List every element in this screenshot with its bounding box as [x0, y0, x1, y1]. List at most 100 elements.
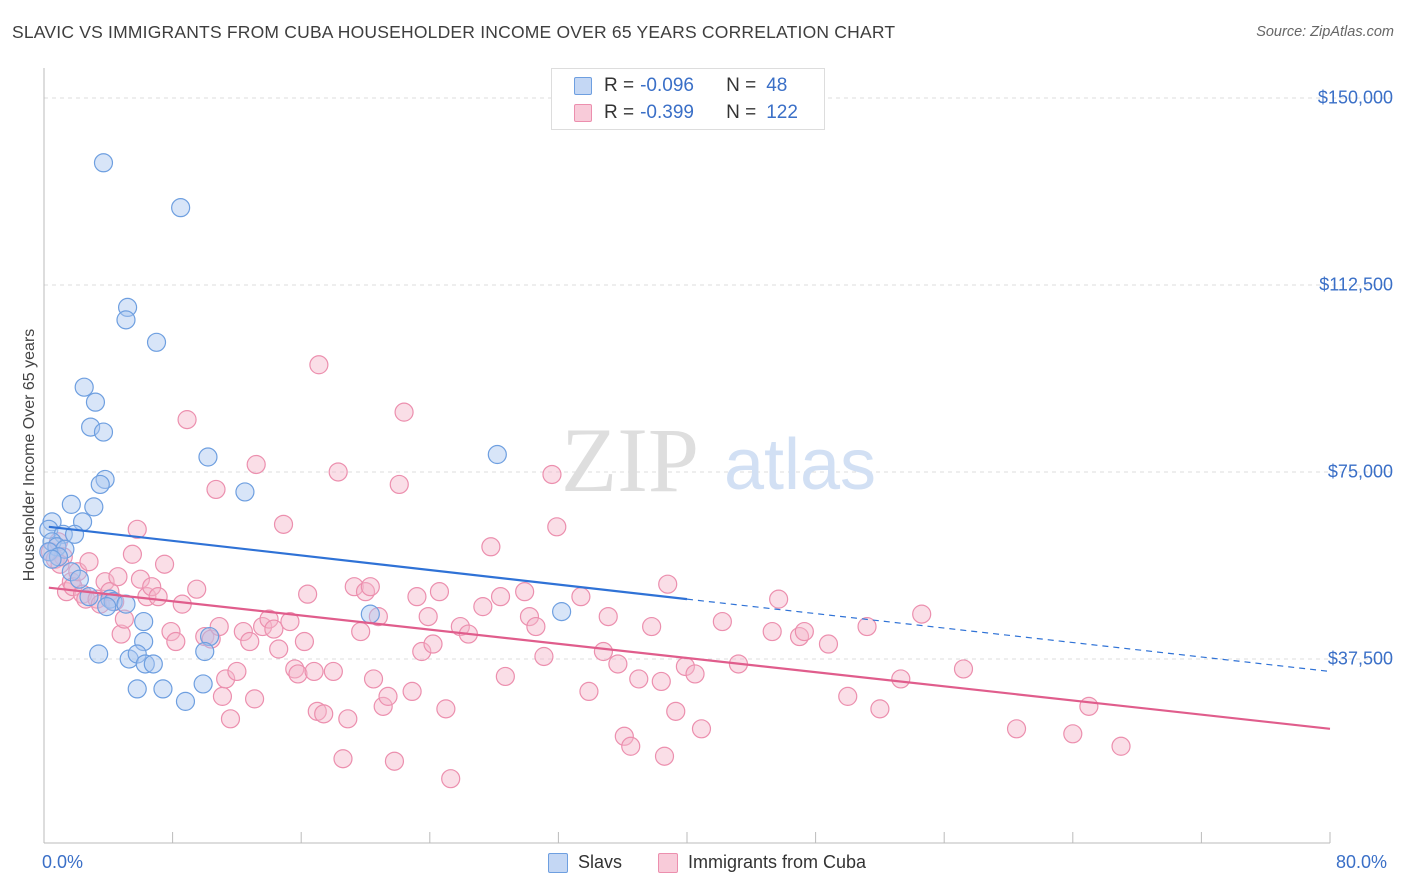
cuba-point: [304, 661, 324, 682]
cuba-point: [1006, 719, 1027, 739]
legend-n-value: 48: [766, 75, 788, 96]
cuba-point: [76, 589, 96, 609]
cuba-point: [264, 619, 284, 639]
cuba-point: [323, 661, 343, 682]
cuba-point: [953, 659, 974, 679]
cuba-point: [273, 514, 294, 534]
cuba-point: [269, 639, 289, 659]
y-tick-label: $112,500: [1319, 274, 1393, 295]
y-tick-label: $75,000: [1327, 461, 1393, 482]
legend-r-label: R =: [604, 102, 635, 123]
cuba-point: [838, 686, 858, 706]
slavs-point: [39, 519, 59, 539]
slavs-point: [84, 497, 104, 517]
cuba-point: [108, 567, 128, 587]
cuba-point: [122, 544, 143, 564]
cuba-point: [309, 355, 329, 375]
slavs-point: [55, 539, 75, 559]
cuba-point: [685, 664, 705, 684]
cuba-point: [368, 606, 388, 627]
cuba-point: [495, 666, 515, 687]
slavs-point: [97, 597, 117, 617]
slavs-point: [81, 417, 101, 437]
cuba-point: [209, 616, 229, 637]
cuba-point: [621, 736, 641, 756]
cuba-point: [177, 410, 197, 430]
cuba-point: [79, 552, 99, 572]
slavs-point: [175, 691, 196, 711]
cuba-point: [314, 704, 334, 724]
cuba-point: [280, 611, 300, 632]
cuba-point: [166, 631, 186, 652]
cuba-point: [579, 681, 599, 702]
slavs-point: [199, 626, 220, 647]
cuba-point: [473, 597, 493, 617]
slavs-point: [134, 611, 154, 632]
cuba-point: [298, 584, 318, 604]
slavs-point: [93, 153, 114, 173]
legend-r-label: R =: [604, 75, 635, 96]
slavs-point: [146, 332, 167, 352]
slavs-point: [198, 447, 218, 467]
legend-row-cuba: R = -0.399 N = 122: [574, 100, 798, 126]
cuba-point: [642, 616, 662, 637]
cuba-point: [870, 699, 890, 719]
cuba-point: [794, 621, 814, 642]
cuba-point: [338, 709, 358, 729]
cuba-point: [154, 554, 175, 574]
cuba-point: [360, 577, 380, 597]
cuba-point: [384, 751, 405, 771]
slavs-point: [61, 494, 81, 514]
source-credit: Source: ZipAtlas.com: [1256, 24, 1394, 40]
cuba-point: [1111, 736, 1131, 756]
cuba-point: [712, 611, 732, 632]
cuba-point: [608, 654, 628, 674]
cuba-point: [857, 616, 877, 637]
legend-n-value: 122: [766, 102, 798, 123]
legend-r-value: -0.096: [640, 75, 694, 96]
legend-r-value: -0.399: [640, 102, 694, 123]
gridlines: [44, 97, 1392, 660]
legend-label-slavs: Slavs: [578, 852, 623, 872]
cuba-point: [515, 582, 535, 602]
cuba-point: [373, 696, 393, 716]
slavs-point: [135, 654, 155, 674]
y-axis-label: Householder Income Over 65 years: [21, 328, 38, 582]
slavs-point: [235, 482, 255, 502]
slavs-point: [116, 310, 136, 330]
cuba-point: [912, 604, 932, 624]
cuba-point: [402, 681, 422, 702]
watermark-atlas: atlas: [724, 425, 876, 505]
cuba-point: [246, 454, 266, 475]
cuba-point: [769, 589, 789, 609]
series-legend: Slavs Immigrants from Cuba: [0, 852, 1406, 876]
y-tick-label: $37,500: [1327, 648, 1393, 669]
slavs-point: [487, 444, 507, 465]
slavs-point: [74, 377, 94, 397]
slavs-point: [42, 549, 62, 569]
cuba-point: [351, 621, 371, 642]
cuba-point: [519, 606, 540, 627]
cuba-point: [227, 661, 247, 682]
cuba-point: [614, 726, 634, 746]
legend-swatch-cuba: [574, 104, 592, 122]
cuba-point: [378, 686, 398, 706]
legend-row-slavs: R = -0.096 N = 48: [574, 73, 787, 99]
axes: [43, 68, 1331, 844]
slavs-point: [85, 392, 106, 412]
cuba-point: [1079, 696, 1099, 716]
cuba-point: [666, 701, 686, 721]
slavs-point: [134, 631, 154, 652]
cuba-point: [394, 402, 414, 422]
cuba-point: [658, 574, 678, 594]
legend-swatch-slavs: [574, 77, 592, 95]
cuba-point: [481, 537, 501, 557]
legend-item-cuba: Immigrants from Cuba: [658, 852, 866, 873]
cuba-point: [593, 641, 614, 662]
cuba-point: [142, 577, 162, 597]
cuba-point: [441, 769, 461, 789]
cuba-point: [547, 517, 567, 537]
cuba-point: [95, 572, 115, 592]
cuba-point: [389, 474, 409, 495]
